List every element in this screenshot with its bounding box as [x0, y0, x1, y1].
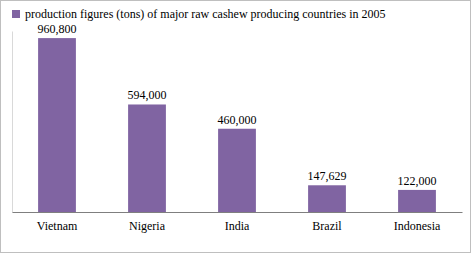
x-tick-label: India: [225, 219, 250, 233]
data-label: 460,000: [218, 113, 257, 127]
bar: [128, 104, 166, 212]
x-tick: Vietnam: [37, 219, 78, 233]
bar: [218, 129, 256, 212]
x-tick-label: Indonesia: [394, 219, 441, 233]
data-label: 147,629: [308, 169, 347, 183]
data-labels: 960,800 594,000 460,000 147,629 122,000: [38, 22, 437, 188]
x-tick: India: [225, 219, 250, 233]
legend: production figures (tons) of major raw c…: [12, 7, 386, 21]
x-tick-label: Brazil: [312, 219, 342, 233]
x-tick-label: Nigeria: [129, 219, 166, 233]
chart-frame: [1, 1, 471, 253]
plot-area: 960,800 594,000 460,000 147,629 122,000 Vietn…: [13, 22, 463, 232]
y-axis-line: [12, 32, 13, 213]
x-axis-line: [13, 212, 463, 213]
x-axis: Vietnam Nigeria India Brazil Indonesia: [13, 213, 463, 233]
x-tick: Brazil: [312, 219, 342, 233]
x-tick-label: Vietnam: [37, 219, 78, 233]
bars: [38, 38, 436, 212]
chart-container: 960,800 594,000 460,000 147,629 122,000 Vietn…: [0, 0, 471, 253]
chart: 960,800 594,000 460,000 147,629 122,000 Vietn…: [0, 0, 471, 253]
x-tick: Nigeria: [129, 219, 166, 233]
x-tick: Indonesia: [394, 219, 441, 233]
bar: [38, 38, 76, 212]
data-label: 122,000: [398, 174, 437, 188]
y-axis: [12, 32, 13, 213]
data-label: 594,000: [128, 88, 167, 102]
bar: [308, 185, 346, 212]
legend-label: production figures (tons) of major raw c…: [25, 7, 386, 21]
legend-swatch: [12, 10, 20, 18]
bar: [398, 190, 436, 212]
data-label: 960,800: [38, 22, 77, 36]
